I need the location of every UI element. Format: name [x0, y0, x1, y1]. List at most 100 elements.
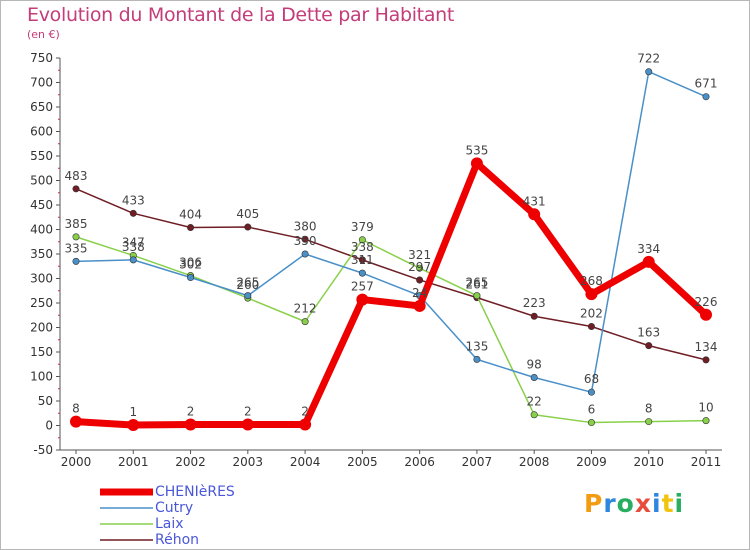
data-label: 1 [129, 405, 137, 419]
legend-label: Cutry [155, 500, 194, 516]
series-point [358, 269, 366, 277]
y-tick-label: -50 [33, 443, 53, 457]
y-tick-label: 50 [38, 394, 53, 408]
logo-letter: i [652, 489, 662, 518]
series-point [299, 418, 312, 431]
data-label: 202 [580, 307, 603, 321]
x-tick-label: 2011 [691, 455, 722, 469]
logo-letter: x [634, 489, 652, 518]
data-label: 433 [122, 193, 145, 207]
series-point [129, 209, 137, 217]
x-tick-label: 2009 [576, 455, 607, 469]
data-label: 257 [351, 280, 374, 294]
series-point [413, 299, 426, 312]
series-point [642, 255, 655, 268]
x-tick-label: 2001 [118, 455, 149, 469]
data-label: 134 [695, 340, 718, 354]
series-point [645, 68, 653, 76]
series-point [187, 274, 195, 282]
data-label: 431 [523, 194, 546, 208]
logo-letter: t [661, 489, 675, 518]
logo-letter: P [584, 489, 604, 518]
legend-label: CHENIèRES [155, 484, 235, 500]
data-label: 311 [351, 253, 374, 267]
data-label: 338 [351, 240, 374, 254]
series-line-3 [75, 188, 707, 361]
data-label: 2 [301, 405, 309, 419]
chart-unit: (en €) [27, 28, 60, 41]
y-tick-label: 0 [45, 419, 53, 433]
legend-label: Réhon [155, 532, 200, 548]
data-label: 261 [465, 278, 488, 292]
series-point [127, 419, 140, 432]
data-label: 385 [65, 217, 88, 231]
data-label: 8 [72, 402, 80, 416]
series-point [129, 256, 137, 264]
data-label: 98 [527, 357, 542, 371]
data-label: 223 [523, 296, 546, 310]
y-tick-label: 200 [30, 321, 53, 335]
x-tick-label: 2010 [633, 455, 664, 469]
legend-label: Laix [155, 516, 184, 532]
chart-title: Evolution du Montant de la Dette par Hab… [27, 4, 455, 26]
series-point [416, 264, 424, 272]
y-tick-label: 750 [30, 51, 53, 65]
series-point [301, 235, 309, 243]
series-line-2 [75, 236, 707, 424]
series-point [587, 323, 595, 331]
x-tick-label: 2005 [347, 455, 378, 469]
data-label: 535 [465, 143, 488, 157]
series-point [473, 355, 481, 363]
y-tick-label: 450 [30, 198, 53, 212]
data-label: 268 [580, 274, 603, 288]
series-point [587, 388, 595, 396]
series-point [244, 223, 252, 231]
data-label: 68 [584, 372, 599, 386]
data-label: 671 [695, 77, 718, 91]
series-point [528, 208, 541, 221]
series-line-1 [75, 70, 707, 393]
y-tick-label: 100 [30, 370, 53, 384]
data-label: 10 [698, 401, 713, 415]
series-point [585, 288, 598, 301]
series-point [530, 373, 538, 381]
data-label: 22 [527, 395, 542, 409]
data-label: 380 [294, 219, 317, 233]
series-point [530, 312, 538, 320]
data-label: 334 [637, 242, 660, 256]
logo-letter: r [603, 489, 617, 518]
y-tick-label: 400 [30, 223, 53, 237]
series-point [473, 292, 481, 300]
series-point [241, 418, 254, 431]
series-point [645, 342, 653, 350]
series-point [184, 418, 197, 431]
series-line-0 [72, 159, 710, 429]
y-tick-label: 550 [30, 149, 53, 163]
data-label: 265 [465, 276, 488, 290]
y-tick-label: 500 [30, 174, 53, 188]
series-point [358, 256, 366, 264]
series-point [70, 415, 82, 428]
y-tick-label: 650 [30, 100, 53, 114]
series-point [470, 157, 483, 170]
data-label: 226 [695, 295, 718, 309]
data-label: 8 [645, 402, 653, 416]
series-point [645, 418, 653, 426]
series-point [301, 318, 309, 326]
data-label: 297 [408, 260, 431, 274]
series-point [700, 308, 712, 321]
series-point [244, 292, 252, 300]
y-tick-label: 300 [30, 272, 53, 286]
series-point [587, 419, 595, 427]
x-tick-label: 2004 [290, 455, 321, 469]
series-point [187, 224, 195, 232]
series-point [702, 356, 710, 364]
series-point [301, 250, 309, 258]
x-tick-label: 2008 [519, 455, 550, 469]
data-label: 483 [65, 169, 88, 183]
data-label: 347 [122, 235, 145, 249]
series-point [702, 93, 710, 101]
y-tick-label: 250 [30, 296, 53, 310]
data-label: 2 [244, 405, 252, 419]
y-tick-label: 600 [30, 125, 53, 139]
